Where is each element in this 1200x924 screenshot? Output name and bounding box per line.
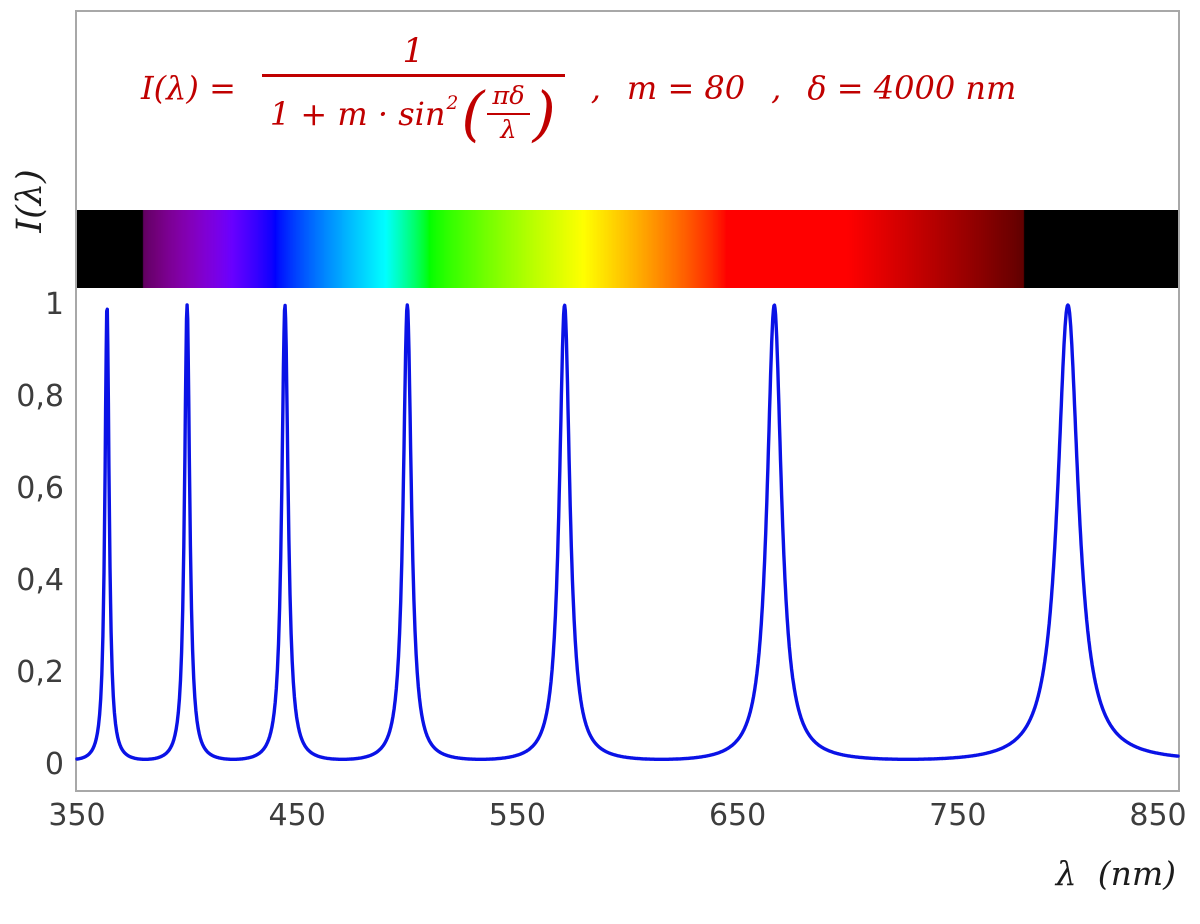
y-axis-title: I(λ) xyxy=(10,169,50,233)
sin-superscript: 2 xyxy=(446,92,459,114)
y-tick-label: 0 xyxy=(44,747,64,782)
intensity-curve-svg xyxy=(75,303,1180,761)
param-m: m = 80 xyxy=(626,69,746,107)
inner-fraction-bar xyxy=(487,112,530,116)
y-tick-label: 0,2 xyxy=(16,655,64,690)
x-tick-label: 650 xyxy=(708,798,767,833)
fraction-numerator: 1 xyxy=(402,31,425,70)
fraction-denominator: 1 + m · sin 2 ( πδ λ ) xyxy=(261,74,565,149)
x-axis-title: λ (nm) xyxy=(1055,854,1176,893)
comma-separator: , xyxy=(590,69,601,107)
denominator-text: 1 + m · sin xyxy=(269,95,446,134)
x-tick-label: 850 xyxy=(1129,798,1187,833)
inner-denominator: λ xyxy=(500,115,517,146)
fraction: 1 1 + m · sin 2 ( πδ λ ) xyxy=(261,31,565,149)
figure-frame: I(λ) = 1 1 + m · sin 2 ( πδ λ ) , m = 80 … xyxy=(75,10,1180,792)
x-tick-label: 550 xyxy=(488,798,547,833)
y-tick-label: 0,6 xyxy=(16,471,64,506)
formula-lhs: I(λ) = xyxy=(141,69,236,107)
x-tick-label: 350 xyxy=(48,798,106,833)
comma-separator: , xyxy=(771,69,782,107)
open-paren: ( xyxy=(461,79,485,149)
y-tick-label: 1 xyxy=(44,287,64,322)
intensity-curve xyxy=(75,303,1180,761)
y-tick-label: 0,8 xyxy=(16,379,64,414)
close-paren: ) xyxy=(532,79,556,149)
x-tick-label: 750 xyxy=(929,798,987,833)
inner-numerator: πδ xyxy=(492,81,525,112)
inner-fraction: πδ λ xyxy=(487,81,530,146)
spectrum-bar xyxy=(77,210,1178,288)
formula: I(λ) = 1 1 + m · sin 2 ( πδ λ ) , m = 80 … xyxy=(141,32,1016,144)
y-tick-label: 0,4 xyxy=(16,563,64,598)
param-delta: δ = 4000 nm xyxy=(807,69,1017,107)
x-tick-label: 450 xyxy=(268,798,326,833)
